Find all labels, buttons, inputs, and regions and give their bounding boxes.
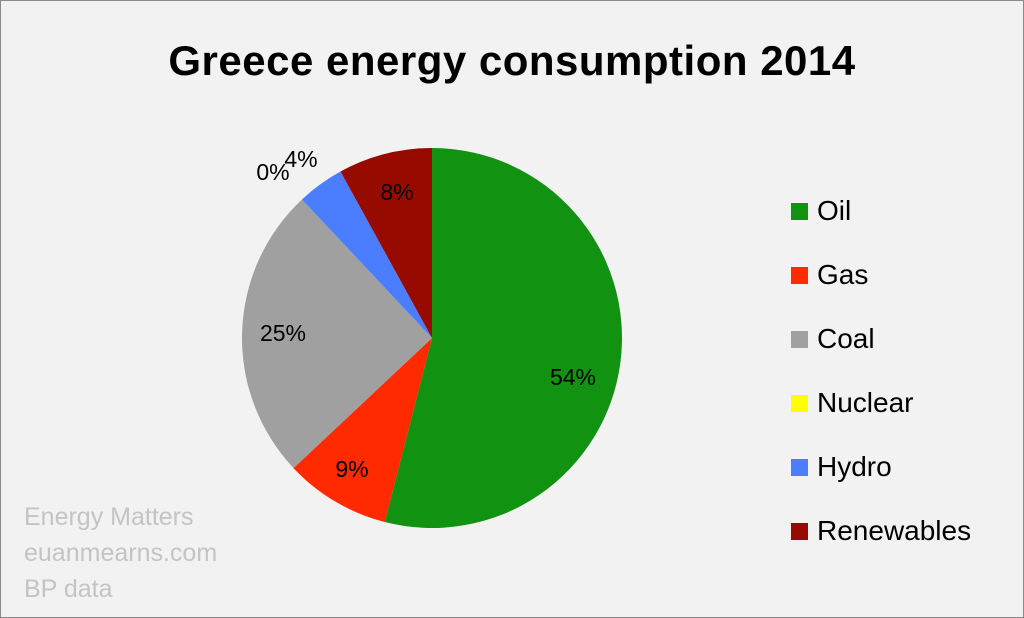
pie-slice-renewables — [340, 148, 432, 338]
legend-item-nuclear: Nuclear — [791, 371, 971, 435]
legend-swatch-gas — [791, 266, 808, 284]
legend-label-nuclear: Nuclear — [817, 387, 914, 418]
data-label-coal: 25% — [260, 320, 306, 346]
legend-label-oil: Oil — [817, 195, 852, 226]
source-note: Energy Matters euanmearns.com BP data — [24, 499, 217, 607]
pie-slice-gas — [293, 338, 432, 523]
legend-label-coal: Coal — [817, 323, 875, 354]
legend-item-hydro: Hydro — [791, 435, 971, 499]
legend-swatch-nuclear — [791, 394, 808, 412]
legend-label-renewables: Renewables — [817, 515, 972, 546]
data-label-gas: 9% — [335, 456, 368, 482]
data-label-hydro: 4% — [284, 146, 317, 172]
chart-legend: Oil Gas Coal Nuclear Hydro Renewables — [791, 179, 971, 563]
legend-swatch-renewables — [791, 522, 808, 540]
data-label-oil: 54% — [550, 364, 596, 390]
source-line-1: Energy Matters — [24, 503, 194, 531]
legend-label-gas: Gas — [817, 259, 869, 290]
source-line-3: BP data — [24, 575, 113, 603]
source-line-2: euanmearns.com — [24, 539, 218, 567]
legend-label-hydro: Hydro — [817, 451, 892, 482]
chart-title: Greece energy consumption 2014 — [168, 37, 856, 84]
data-label-renewables: 8% — [380, 179, 413, 205]
legend-swatch-hydro — [791, 458, 808, 476]
legend-swatch-coal — [791, 330, 808, 348]
legend-item-oil: Oil — [791, 179, 971, 243]
pie-slice-oil — [384, 148, 622, 528]
data-label-nuclear: 0% — [256, 159, 289, 185]
legend-item-coal: Coal — [791, 307, 971, 371]
pie-slice-coal — [242, 199, 432, 469]
legend-item-gas: Gas — [791, 243, 971, 307]
legend-swatch-oil — [791, 202, 808, 220]
pie-slice-hydro — [301, 171, 432, 338]
legend-item-renewables: Renewables — [791, 499, 971, 563]
